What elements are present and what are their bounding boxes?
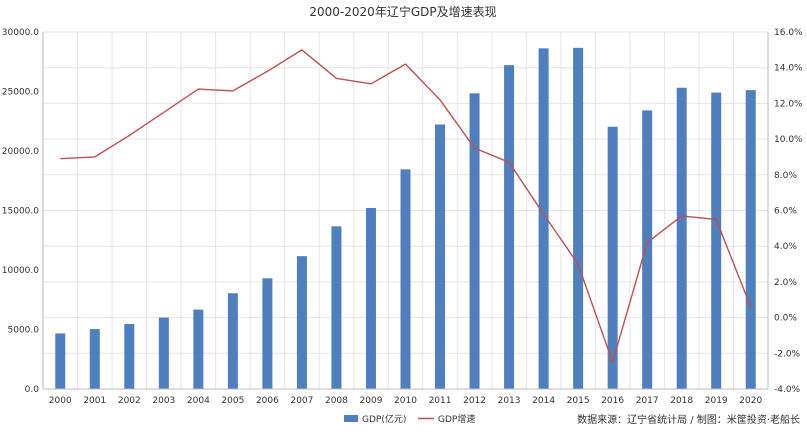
y-right-tick-label: 6.0% — [774, 207, 797, 217]
x-tick-label: 2020 — [739, 396, 762, 406]
left-axis: 0.0 5000.0 10000.0 15000.0 20000.0 25000.0 300… — [2, 28, 44, 395]
y-left-tick-label: 20000.0 — [2, 147, 39, 157]
legend: GDP(亿元) GDP增速 — [344, 413, 475, 425]
bar-gdp-2003 — [158, 317, 169, 389]
x-tick-label: 2002 — [118, 396, 141, 406]
x-tick-label: 2011 — [429, 396, 452, 406]
y-right-tick-label: 10.0% — [774, 135, 803, 145]
x-tick-label: 2001 — [83, 396, 106, 406]
bar-gdp-2010 — [400, 169, 411, 389]
y-right-tick-label: 14.0% — [774, 64, 803, 74]
bar-gdp-2002 — [124, 324, 135, 389]
x-tick-label: 2009 — [360, 396, 383, 406]
line-series — [60, 49, 752, 363]
bar-gdp-2012 — [469, 93, 480, 389]
x-tick-label: 2007 — [290, 396, 313, 406]
y-right-tick-label: 0.0% — [774, 314, 797, 324]
x-tick-label: 2018 — [670, 396, 693, 406]
bar-gdp-2020 — [745, 90, 756, 389]
legend-swatch-gdp — [344, 415, 358, 422]
bar-gdp-2006 — [262, 278, 273, 389]
line-gdp-growth — [60, 49, 752, 363]
bar-gdp-2005 — [227, 293, 238, 389]
y-left-tick-label: 5000.0 — [8, 326, 40, 336]
bar-gdp-2004 — [193, 309, 204, 389]
x-tick-label: 2019 — [705, 396, 728, 406]
x-tick-label: 2016 — [601, 396, 624, 406]
y-right-tick-label: -4.0% — [774, 385, 801, 395]
chart-title: 2000-2020年辽宁GDP及增速表现 — [309, 4, 496, 19]
y-right-tick-label: 8.0% — [774, 171, 797, 181]
legend-label-gdp: GDP(亿元) — [362, 413, 406, 425]
source-note: 数据来源：辽宁省统计局 / 制图：米筐投资·老船长 — [577, 413, 800, 426]
x-tick-label: 2005 — [221, 396, 244, 406]
y-left-tick-label: 25000.0 — [2, 88, 39, 98]
bar-gdp-2011 — [435, 124, 446, 390]
x-tick-label: 2004 — [187, 396, 210, 406]
y-right-tick-label: -2.0% — [774, 349, 801, 359]
legend-label-growth: GDP增速 — [438, 413, 475, 425]
bar-gdp-2008 — [331, 226, 342, 389]
y-right-tick-label: 2.0% — [774, 278, 797, 288]
x-tick-label: 2010 — [394, 396, 417, 406]
y-left-tick-label: 15000.0 — [2, 207, 39, 217]
bar-gdp-2000 — [55, 333, 66, 389]
bar-gdp-2007 — [296, 256, 307, 389]
bar-gdp-2017 — [642, 110, 653, 390]
x-tick-label: 2013 — [498, 396, 521, 406]
y-right-tick-label: 12.0% — [774, 99, 803, 109]
y-right-tick-label: 16.0% — [774, 28, 803, 38]
bar-gdp-2016 — [607, 126, 618, 389]
y-left-tick-label: 0.0 — [25, 385, 40, 395]
bar-series — [55, 47, 756, 390]
x-tick-label: 2017 — [636, 396, 659, 406]
right-axis: -4.0% -2.0% 0.0% 2.0% 4.0% 6.0% 8.0% 10.0% 12.0%… — [767, 28, 803, 395]
bar-gdp-2019 — [711, 92, 722, 390]
x-tick-label: 2014 — [532, 396, 555, 406]
bar-gdp-2018 — [676, 87, 687, 390]
x-tick-label: 2000 — [49, 396, 72, 406]
x-tick-label: 2008 — [325, 396, 348, 406]
y-left-tick-label: 10000.0 — [2, 266, 39, 276]
x-tick-label: 2015 — [567, 396, 590, 406]
x-tick-label: 2003 — [152, 396, 175, 406]
x-tick-label: 2012 — [463, 396, 486, 406]
y-left-tick-label: 30000.0 — [2, 28, 39, 38]
y-right-tick-label: 4.0% — [774, 242, 797, 252]
bar-gdp-2014 — [538, 48, 549, 390]
x-tick-label: 2006 — [256, 396, 279, 406]
bar-gdp-2015 — [573, 47, 584, 390]
x-axis: 2000 2001 2002 2003 2004 2005 2006 2007 2008 2009… — [43, 388, 768, 406]
bar-gdp-2009 — [365, 207, 376, 389]
bar-gdp-2013 — [504, 65, 515, 390]
bar-gdp-2001 — [89, 329, 100, 389]
